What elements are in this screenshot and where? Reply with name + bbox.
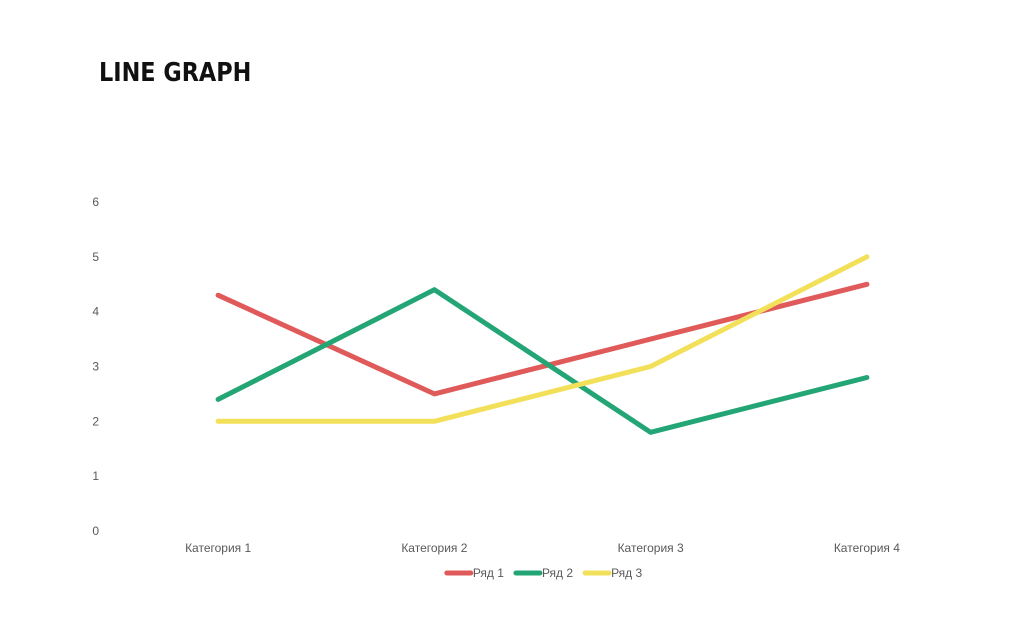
legend-label-2: Ряд 2 [542, 566, 573, 580]
y-tick-label: 2 [92, 414, 99, 428]
y-tick-label: 5 [92, 250, 99, 264]
series-lines [215, 254, 870, 435]
y-tick-label: 4 [92, 305, 99, 319]
legend: Ряд 1 Ряд 2 Ряд 3 [444, 566, 643, 580]
y-tick-label: 3 [92, 360, 99, 374]
x-tick-label: Категория 1 [185, 541, 251, 555]
series-line-3 [215, 254, 870, 424]
y-tick-label: 0 [92, 524, 99, 538]
x-axis-ticks: Категория 1 Категория 2 Категория 3 Категор… [185, 541, 900, 555]
series-line-1 [215, 281, 870, 397]
y-axis-ticks: 0 1 2 3 4 5 6 [92, 195, 99, 538]
legend-label-1: Ряд 1 [473, 566, 504, 580]
y-tick-label: 6 [92, 195, 99, 209]
slide-title: LINE GRAPH [99, 58, 252, 88]
legend-label-3: Ряд 3 [611, 566, 642, 580]
x-tick-label: Категория 4 [834, 541, 900, 555]
y-tick-label: 1 [92, 469, 99, 483]
series-line-2 [215, 287, 870, 435]
x-tick-label: Категория 3 [618, 541, 684, 555]
x-tick-label: Категория 2 [401, 541, 467, 555]
